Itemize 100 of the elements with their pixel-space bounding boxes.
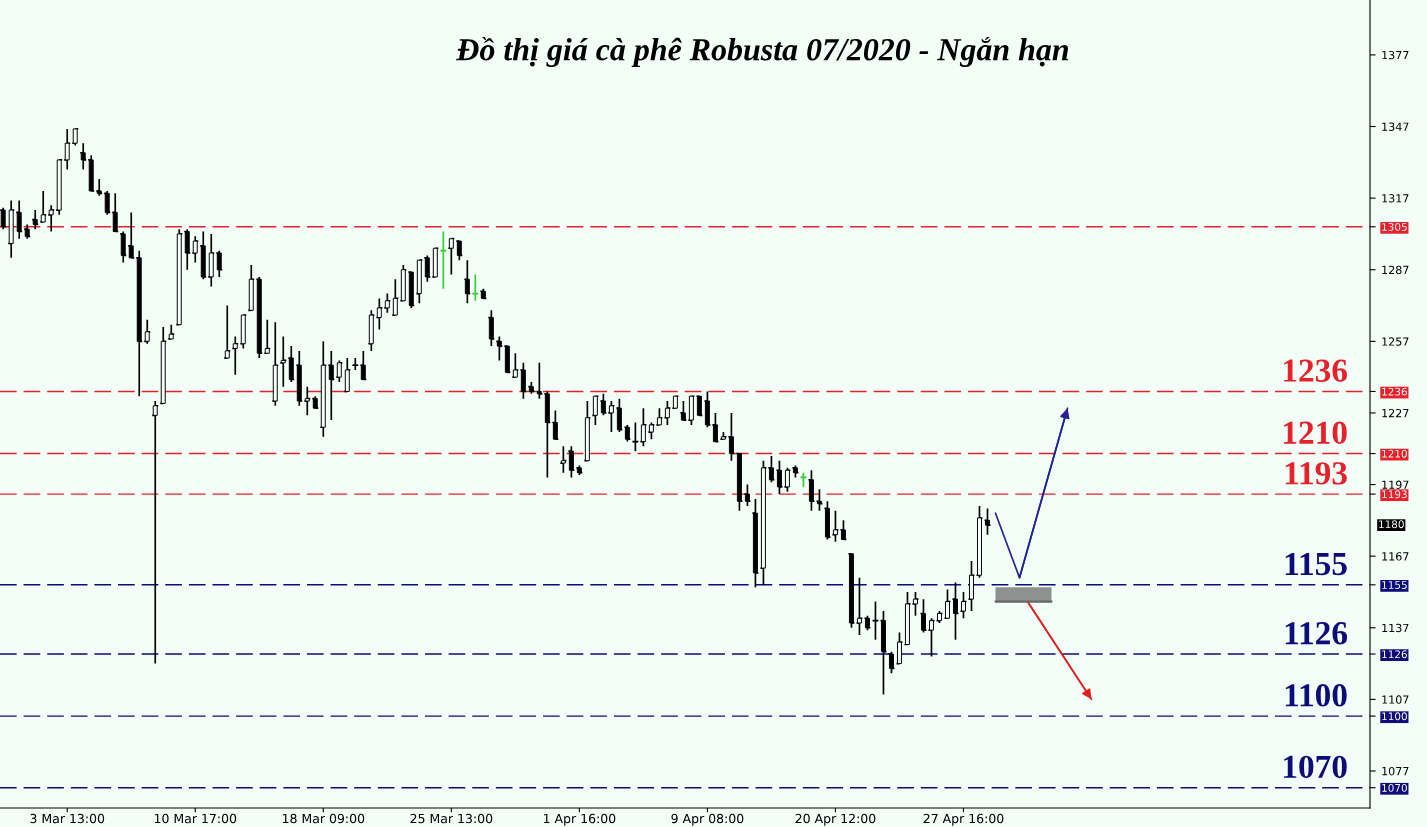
candlestick bbox=[520, 361, 526, 400]
candlestick bbox=[360, 350, 366, 381]
candlestick bbox=[368, 309, 374, 352]
y-tick-label: 1100 bbox=[1382, 712, 1407, 721]
y-tick-label: 1155 bbox=[1382, 581, 1407, 589]
candlestick bbox=[288, 345, 294, 383]
candlestick bbox=[336, 359, 342, 383]
candlestick bbox=[328, 350, 334, 421]
candlestick bbox=[752, 498, 758, 589]
candlestick bbox=[488, 309, 494, 347]
candlestick bbox=[856, 576, 862, 636]
candlestick bbox=[424, 254, 430, 283]
x-tick-label: 10 Mar 17:00 bbox=[154, 813, 237, 824]
y-tick-label: 1227 bbox=[1382, 408, 1409, 418]
x-tick-label: 27 Apr 16:00 bbox=[923, 813, 1004, 826]
candlestick bbox=[792, 464, 798, 479]
candlestick bbox=[408, 271, 414, 309]
candlestick bbox=[888, 650, 894, 674]
candlestick bbox=[664, 400, 670, 426]
ref-line-label: 1126 bbox=[1285, 622, 1348, 645]
ref-line-label: 1193 bbox=[1285, 462, 1347, 485]
candlestick bbox=[384, 292, 390, 314]
candlestick bbox=[232, 335, 238, 376]
candlestick bbox=[952, 581, 958, 641]
candlestick bbox=[608, 400, 614, 433]
candlestick bbox=[112, 192, 118, 233]
candlestick bbox=[56, 159, 62, 216]
candlestick bbox=[592, 395, 598, 426]
candlestick bbox=[48, 204, 54, 233]
candlestick bbox=[416, 259, 422, 304]
y-tick-label: 1137 bbox=[1382, 623, 1409, 633]
candlestick bbox=[656, 407, 662, 426]
candlestick bbox=[144, 319, 150, 345]
candlestick bbox=[448, 237, 454, 276]
candlestick bbox=[264, 319, 270, 355]
candlestick bbox=[584, 400, 590, 462]
candlestick bbox=[744, 483, 750, 507]
candlestick bbox=[224, 304, 230, 359]
candlestick bbox=[848, 552, 854, 629]
candlestick bbox=[32, 209, 38, 230]
y-tick-label: 1126 bbox=[1382, 650, 1407, 659]
y-tick-label: 1317 bbox=[1382, 194, 1409, 203]
candlestick bbox=[985, 507, 990, 536]
candlestick bbox=[248, 264, 254, 312]
candlestick bbox=[216, 249, 222, 278]
candlestick bbox=[168, 323, 174, 340]
x-tick-label: 9 Apr 08:00 bbox=[671, 813, 744, 826]
y-tick-label: 1287 bbox=[1382, 265, 1409, 275]
candlestick bbox=[648, 421, 654, 441]
x-tick-label: 18 Mar 09:00 bbox=[282, 813, 365, 824]
y-tick-label: 1107 bbox=[1382, 695, 1409, 704]
y-tick-label: 1377 bbox=[1382, 50, 1409, 60]
y-tick-label: 1305 bbox=[1382, 222, 1407, 231]
y-tick-label: 1193 bbox=[1382, 490, 1407, 499]
text: Đồ thị giá cà phê Robusta 07/2020 - Ngắn hạn bbox=[456, 37, 1069, 67]
candlestick bbox=[376, 297, 382, 331]
candlestick bbox=[920, 598, 926, 634]
x-tick-label: 20 Apr 12:00 bbox=[795, 813, 876, 826]
candlestick bbox=[200, 230, 206, 281]
candlestick bbox=[728, 412, 734, 462]
candlestick bbox=[104, 190, 110, 216]
candlestick bbox=[528, 381, 534, 395]
candlestick bbox=[616, 397, 622, 433]
candlestick bbox=[344, 357, 350, 393]
candlestick bbox=[808, 469, 814, 512]
candlestick bbox=[152, 400, 158, 665]
candlestick bbox=[640, 407, 646, 448]
candlestick bbox=[16, 199, 22, 240]
candlestick bbox=[864, 615, 870, 632]
ref-line-label: 1155 bbox=[1285, 552, 1347, 576]
candlestick bbox=[320, 340, 326, 438]
candlestick bbox=[704, 390, 710, 429]
candlestick bbox=[256, 276, 262, 359]
candlestick bbox=[696, 395, 702, 417]
candlestick bbox=[0, 206, 6, 230]
y-tick-label: 1257 bbox=[1382, 337, 1409, 346]
candlestick bbox=[760, 459, 766, 586]
y-tick-label: 1167 bbox=[1382, 552, 1409, 561]
candlestick bbox=[968, 560, 974, 612]
candlestick bbox=[680, 400, 686, 421]
candlestick bbox=[944, 588, 950, 620]
ref-line-label: 1100 bbox=[1285, 684, 1347, 707]
candlestick bbox=[296, 350, 302, 407]
candlestick bbox=[80, 142, 86, 171]
candlestick bbox=[832, 509, 838, 543]
y-tick-label: 1210 bbox=[1382, 449, 1407, 458]
ref-line-label: 1210 bbox=[1284, 421, 1347, 444]
candlestick bbox=[624, 424, 630, 443]
candlestick bbox=[840, 519, 846, 541]
text: 1180 bbox=[1379, 520, 1404, 529]
candlestick bbox=[544, 390, 550, 479]
candlestick bbox=[400, 264, 406, 302]
ref-line-label: 1070 bbox=[1284, 755, 1347, 779]
candlestick bbox=[40, 190, 46, 223]
candlestick bbox=[208, 233, 214, 288]
candlestick bbox=[136, 249, 142, 398]
candlestick bbox=[904, 591, 910, 646]
candlestick bbox=[88, 154, 94, 192]
candlestick bbox=[977, 505, 982, 579]
candlestick bbox=[736, 452, 742, 512]
